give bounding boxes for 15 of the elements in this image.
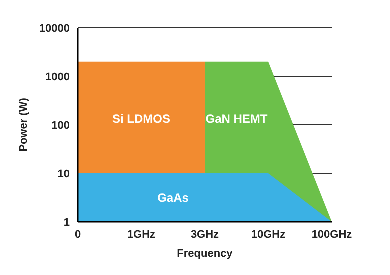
x-axis-title: Frequency	[177, 248, 234, 260]
y-tick-label: 10	[58, 168, 70, 180]
series-label: Si LDMOS	[112, 112, 171, 126]
x-tick-label: 1GHz	[127, 228, 156, 241]
series-label: GaN HEMT	[206, 112, 268, 126]
x-tick-label: 0	[74, 228, 82, 241]
y-tick-label: 1	[64, 216, 70, 229]
x-tick-label: 100GHz	[312, 228, 353, 241]
x-tick-label: 3GHz	[190, 228, 220, 241]
y-tick-label: 100	[52, 120, 70, 132]
y-tick-label: 1000	[46, 71, 70, 84]
y-tick-label: 10000	[39, 22, 70, 35]
x-tick-label: 10GHz	[251, 228, 286, 241]
series-label: GaAs	[158, 191, 190, 206]
y-axis-title: Power (W)	[18, 98, 30, 152]
